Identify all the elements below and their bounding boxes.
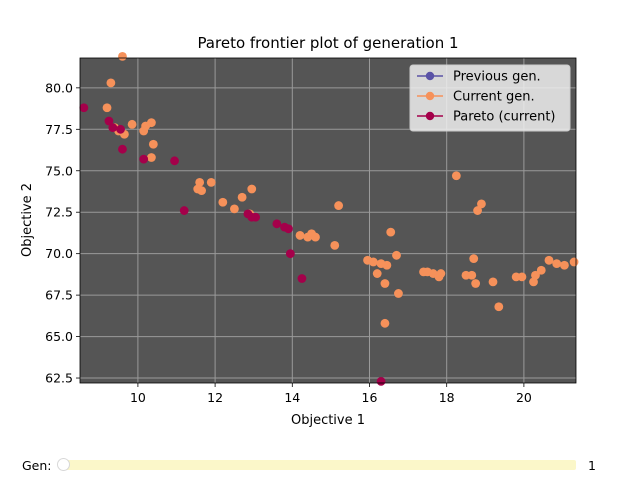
scatter-point-current bbox=[127, 119, 137, 129]
y-axis-ticks: 62.5 65.0 67.5 70.0 72.5 75.0 77.5 80.0 bbox=[45, 80, 80, 386]
x-tick-label: 12 bbox=[207, 390, 223, 405]
x-axis-ticks: 10 12 14 16 18 20 bbox=[130, 383, 532, 405]
legend-label: Pareto (current) bbox=[453, 110, 556, 125]
scatter-point-current bbox=[229, 204, 239, 214]
legend-label: Previous gen. bbox=[453, 70, 541, 85]
scatter-point-pareto bbox=[251, 212, 261, 222]
scatter-point-current bbox=[334, 201, 344, 210]
scatter-point-current bbox=[451, 171, 461, 181]
scatter-point-current bbox=[237, 192, 247, 202]
scatter-point-current bbox=[494, 302, 504, 312]
scatter-point-current bbox=[536, 265, 546, 275]
scatter-point-current bbox=[372, 269, 382, 278]
scatter-point-current bbox=[560, 260, 569, 270]
y-tick-label: 80.0 bbox=[45, 80, 73, 95]
generation-slider-row: Gen: 1 bbox=[0, 450, 640, 480]
scatter-point-current bbox=[330, 240, 340, 250]
scatter-point-pareto bbox=[179, 206, 189, 215]
scatter-point-current bbox=[368, 257, 378, 267]
scatter-point-current bbox=[380, 279, 390, 288]
scatter-point-current bbox=[295, 231, 305, 240]
scatter-point-pareto bbox=[104, 116, 114, 126]
scatter-point-current bbox=[106, 78, 116, 88]
generation-slider-handle[interactable] bbox=[57, 458, 70, 471]
scatter-point-pareto bbox=[297, 274, 307, 283]
legend-entries: Previous gen. Current gen. Pareto (current… bbox=[417, 70, 556, 125]
x-tick-label: 20 bbox=[516, 390, 532, 405]
scatter-point-current bbox=[473, 206, 482, 215]
scatter-point-current bbox=[218, 197, 228, 207]
y-tick-label: 62.5 bbox=[45, 371, 73, 386]
scatter-point-current bbox=[529, 277, 538, 287]
y-tick-label: 72.5 bbox=[45, 205, 73, 220]
legend-marker bbox=[425, 91, 435, 101]
scatter-point-current bbox=[517, 272, 527, 282]
scatter-point-current bbox=[206, 177, 216, 187]
plot-frame bbox=[79, 57, 577, 384]
scatter-point-current bbox=[311, 232, 320, 242]
scatter-point-pareto bbox=[108, 123, 118, 133]
scatter-point-current bbox=[195, 177, 205, 187]
x-tick-label: 14 bbox=[284, 390, 300, 405]
y-tick-label: 65.0 bbox=[45, 329, 73, 344]
generation-slider-track[interactable] bbox=[62, 460, 576, 470]
y-tick-label: 70.0 bbox=[45, 246, 73, 261]
scatter-point-pareto bbox=[170, 156, 179, 166]
scatter-point-current bbox=[392, 250, 401, 260]
scatter-point-current bbox=[382, 260, 392, 270]
legend: Previous gen. Current gen. Pareto (current… bbox=[409, 64, 571, 132]
scatter-point-pareto bbox=[118, 144, 127, 154]
x-tick-label: 18 bbox=[439, 390, 455, 405]
scatter-point-current bbox=[471, 279, 481, 288]
scatter-point-current bbox=[477, 199, 486, 209]
scatter-point-current bbox=[436, 269, 446, 278]
x-tick-label: 16 bbox=[362, 390, 378, 405]
scatter-point-current bbox=[147, 118, 156, 128]
y-tick-label: 75.0 bbox=[45, 163, 73, 178]
legend-marker bbox=[425, 71, 435, 81]
scatter-point-current bbox=[552, 259, 562, 269]
scatter-points bbox=[79, 51, 579, 386]
y-tick-label: 77.5 bbox=[45, 122, 73, 137]
scatter-point-current bbox=[531, 270, 540, 280]
scatter-point-pareto bbox=[284, 224, 293, 234]
scatter-point-current bbox=[197, 186, 206, 196]
scatter-point-current bbox=[380, 318, 390, 328]
generation-slider-value: 1 bbox=[588, 458, 596, 473]
y-axis-label: Objective 2 bbox=[20, 183, 35, 257]
legend-marker bbox=[425, 111, 435, 121]
scatter-point-current bbox=[118, 51, 127, 61]
scatter-point-current bbox=[394, 289, 403, 298]
scatter-point-current bbox=[247, 184, 257, 194]
scatter-point-current bbox=[148, 139, 158, 149]
x-axis-label: Objective 1 bbox=[291, 413, 365, 428]
scatter-point-pareto bbox=[376, 376, 386, 386]
scatter-point-current bbox=[386, 227, 396, 237]
x-tick-label: 10 bbox=[130, 390, 146, 405]
legend-label: Current gen. bbox=[453, 90, 535, 105]
scatter-point-pareto bbox=[139, 154, 149, 164]
scatter-point-current bbox=[102, 103, 112, 113]
scatter-point-current bbox=[544, 255, 554, 265]
legend-box bbox=[409, 64, 571, 132]
scatter-point-current bbox=[467, 270, 477, 280]
grid-lines bbox=[80, 58, 576, 383]
scatter-point-pareto bbox=[116, 124, 125, 134]
chart-title: Pareto frontier plot of generation 1 bbox=[197, 34, 458, 52]
generation-slider-label: Gen: bbox=[22, 458, 52, 473]
scatter-point-current bbox=[469, 254, 479, 264]
y-tick-label: 67.5 bbox=[45, 288, 73, 303]
scatter-point-current bbox=[147, 153, 156, 162]
scatter-point-current bbox=[569, 257, 579, 267]
scatter-point-pareto bbox=[272, 219, 282, 229]
scatter-point-current bbox=[488, 277, 498, 287]
scatter-point-pareto bbox=[285, 249, 295, 259]
scatter-point-pareto bbox=[79, 103, 89, 113]
